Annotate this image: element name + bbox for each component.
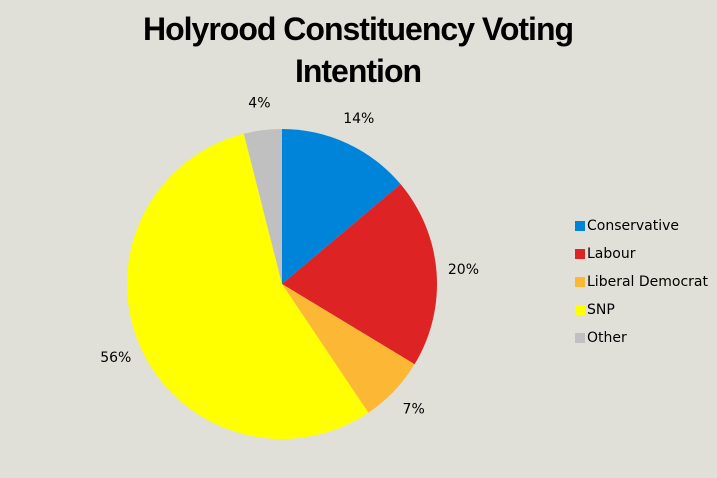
pie-slice [282, 129, 401, 284]
legend-swatch [575, 277, 585, 287]
chart-title: Holyrood Constituency Voting Intention [142, 11, 574, 89]
legend-label: Other [587, 330, 627, 346]
legend-swatch [575, 333, 585, 343]
legend-swatch [575, 305, 585, 315]
data-label: 56% [100, 350, 131, 366]
legend-label: Labour [587, 246, 636, 262]
data-label: 7% [403, 402, 425, 418]
data-label: 14% [343, 111, 374, 127]
pie-slice [243, 129, 282, 284]
data-label: 4% [248, 95, 270, 111]
legend-swatch [575, 221, 585, 231]
pie-slice [127, 133, 369, 439]
legend-swatch [575, 249, 585, 259]
pie-slice [282, 184, 438, 365]
legend-label: Liberal Democrat [587, 274, 708, 290]
pie-slice [282, 284, 415, 413]
data-label: 20% [448, 262, 479, 278]
legend-label: Conservative [587, 218, 679, 234]
legend-label: SNP [587, 302, 615, 318]
